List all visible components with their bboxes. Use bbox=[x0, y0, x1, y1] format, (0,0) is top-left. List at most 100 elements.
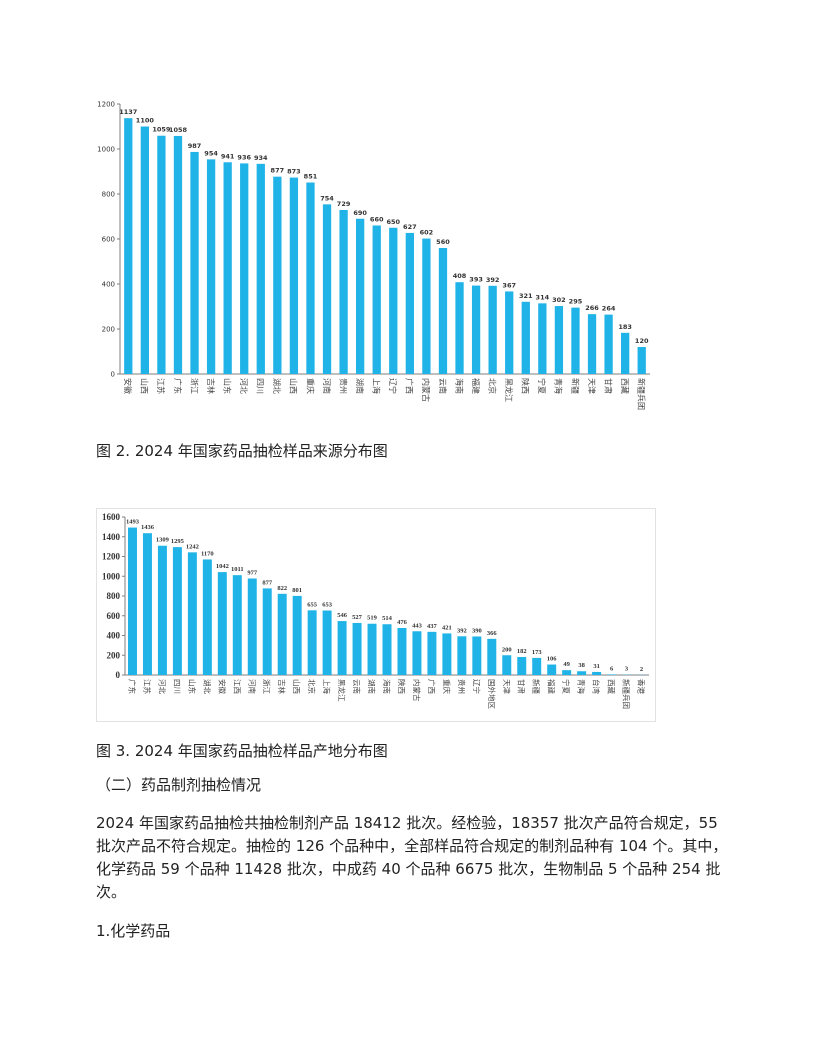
data-label: 873 bbox=[287, 168, 301, 176]
data-label: 954 bbox=[204, 149, 218, 157]
x-tick-label: 辽宁 bbox=[388, 378, 398, 394]
x-tick-label: 青海 bbox=[554, 378, 564, 394]
bar-18 bbox=[405, 232, 414, 374]
bar-1 bbox=[124, 118, 133, 374]
bar-30 bbox=[604, 314, 613, 374]
x-tick-label: 内蒙古 bbox=[421, 378, 431, 402]
x-tick-label: 江苏 bbox=[142, 679, 152, 694]
chart1-caption: 图 2. 2024 年国家药品抽检样品来源分布图 bbox=[96, 442, 388, 460]
data-label: 934 bbox=[254, 154, 268, 162]
data-label: 421 bbox=[442, 624, 452, 631]
y-tick-label: 1600 bbox=[102, 512, 121, 522]
x-tick-label: 北京 bbox=[307, 679, 317, 694]
x-tick-label: 甘肃 bbox=[517, 679, 527, 694]
x-tick-label: 贵州 bbox=[457, 679, 467, 694]
bar-33 bbox=[607, 674, 617, 675]
x-tick-label: 江西 bbox=[232, 679, 241, 694]
bar-3 bbox=[157, 135, 166, 374]
x-tick-label: 内蒙古 bbox=[412, 679, 422, 702]
x-tick-label: 河南 bbox=[322, 378, 332, 394]
bar-21 bbox=[455, 282, 464, 374]
x-tick-label: 浙江 bbox=[189, 378, 199, 394]
bar-29 bbox=[547, 664, 557, 675]
y-tick-label: 400 bbox=[107, 631, 121, 641]
bar-10 bbox=[262, 588, 272, 675]
bar-4 bbox=[173, 135, 183, 374]
bar-32 bbox=[637, 347, 646, 374]
x-tick-label: 陕西 bbox=[397, 679, 407, 694]
data-label: 392 bbox=[486, 276, 500, 284]
bar-3 bbox=[157, 545, 167, 675]
x-tick-label: 安徽 bbox=[217, 679, 227, 694]
data-label: 3 bbox=[625, 666, 629, 673]
x-tick-label: 山东 bbox=[187, 679, 197, 694]
chart2-caption: 图 3. 2024 年国家药品抽检样品产地分布图 bbox=[96, 742, 388, 760]
x-tick-label: 甘肃 bbox=[603, 378, 613, 394]
x-tick-label: 黑龙江 bbox=[337, 679, 347, 702]
chart-origin-distribution: 0 200 400 600 800 1000 1200 1400 1600 1493 广东 1436 江… bbox=[96, 508, 656, 722]
bar-27 bbox=[517, 657, 527, 675]
bar-31 bbox=[577, 671, 587, 675]
data-label: 1493 bbox=[126, 519, 140, 526]
x-tick-label: 国外地区 bbox=[487, 679, 497, 709]
x-tick-label: 福建 bbox=[547, 679, 557, 694]
x-tick-label: 上海 bbox=[322, 679, 332, 694]
bar-15 bbox=[337, 621, 347, 675]
x-tick-label: 湖南 bbox=[355, 378, 365, 394]
data-label: 1059 bbox=[152, 126, 171, 134]
bar-16 bbox=[372, 225, 381, 374]
y-tick-label: 600 bbox=[107, 611, 121, 621]
bar-21 bbox=[427, 631, 437, 675]
bar-20 bbox=[412, 631, 422, 675]
data-label: 941 bbox=[221, 152, 235, 160]
x-tick-label: 河南 bbox=[247, 679, 257, 694]
bar-5 bbox=[190, 151, 199, 374]
bar-9 bbox=[256, 163, 265, 374]
data-label: 1170 bbox=[201, 550, 214, 557]
bar-25 bbox=[487, 638, 497, 675]
data-label: 6 bbox=[610, 665, 614, 672]
data-label: 602 bbox=[420, 229, 434, 237]
data-label: 392 bbox=[457, 627, 467, 634]
x-tick-label: 陕西 bbox=[521, 378, 531, 394]
x-tick-label: 湖北 bbox=[272, 378, 281, 394]
data-label: 627 bbox=[403, 223, 417, 231]
x-tick-label: 浙江 bbox=[262, 679, 272, 694]
bar-23 bbox=[488, 285, 497, 374]
data-label: 936 bbox=[237, 153, 251, 161]
x-tick-label: 云南 bbox=[438, 378, 448, 394]
x-tick-label: 四川 bbox=[256, 378, 265, 394]
x-tick-label: 重庆 bbox=[442, 679, 452, 694]
y-tick-label: 600 bbox=[102, 235, 115, 243]
x-tick-label: 台湾 bbox=[592, 679, 602, 694]
data-label: 655 bbox=[307, 601, 318, 608]
bar-19 bbox=[422, 238, 431, 374]
bar-8 bbox=[232, 575, 242, 675]
data-label: 295 bbox=[569, 298, 583, 306]
bar-23 bbox=[457, 636, 467, 675]
x-tick-label: 广西 bbox=[427, 679, 437, 694]
data-label: 660 bbox=[370, 216, 384, 224]
data-label: 560 bbox=[436, 238, 450, 246]
data-label: 266 bbox=[585, 304, 599, 312]
data-label: 31 bbox=[593, 663, 600, 670]
bar-30 bbox=[562, 670, 572, 675]
x-tick-label: 湖南 bbox=[367, 679, 377, 694]
data-label: 1011 bbox=[231, 566, 244, 573]
data-label: 822 bbox=[277, 585, 287, 592]
y-tick-label: 200 bbox=[102, 325, 115, 333]
y-tick-label: 0 bbox=[116, 670, 121, 680]
x-tick-label: 贵州 bbox=[338, 378, 348, 394]
x-tick-label: 天津 bbox=[502, 679, 511, 694]
data-label: 2 bbox=[640, 666, 643, 673]
x-tick-label: 江苏 bbox=[156, 378, 166, 394]
bar-28 bbox=[532, 657, 542, 675]
x-tick-label: 广西 bbox=[405, 378, 415, 394]
data-label: 366 bbox=[487, 630, 498, 637]
data-label: 173 bbox=[532, 649, 543, 656]
x-tick-label: 湖北 bbox=[202, 679, 211, 694]
y-tick-label: 1200 bbox=[97, 100, 115, 108]
bar-6 bbox=[206, 159, 216, 374]
bar-5 bbox=[187, 552, 197, 675]
bar-22 bbox=[442, 633, 452, 675]
